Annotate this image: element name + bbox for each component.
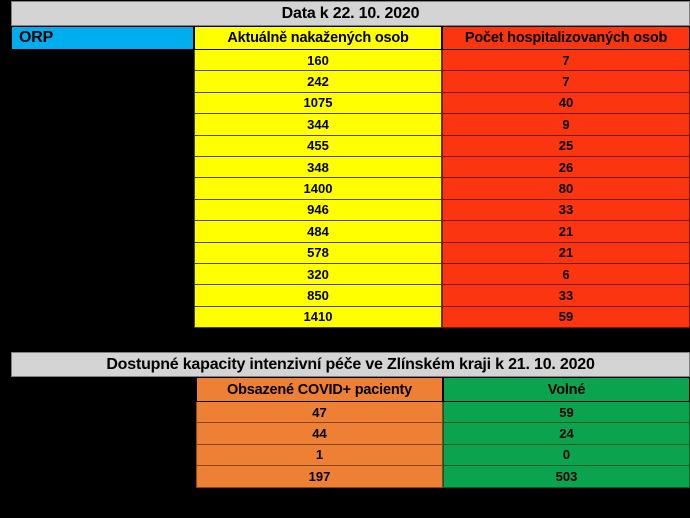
cell-infected: 1410 <box>194 306 442 329</box>
cell-free: 0 <box>443 444 690 467</box>
table-row <box>11 156 194 179</box>
cell-hospitalized: 33 <box>442 285 690 307</box>
upper-table-title: Data k 22. 10. 2020 <box>11 1 690 26</box>
column-header-label <box>11 377 196 402</box>
cell-infected: 1400 <box>194 178 442 200</box>
table-row <box>11 71 194 93</box>
cell-hospitalized: 25 <box>442 135 690 157</box>
cell-infected: 946 <box>194 199 442 222</box>
cell-hospitalized: 40 <box>442 92 690 115</box>
cell-infected: 1075 <box>194 92 442 115</box>
cell-free: 59 <box>443 402 690 424</box>
cell-infected: 348 <box>194 156 442 179</box>
cell-infected: 850 <box>194 285 442 307</box>
cell-free: 24 <box>443 423 690 445</box>
cell-hospitalized: 7 <box>442 50 690 72</box>
lower-table-title: Dostupné kapacity intenzivní péče ve Zlí… <box>11 352 690 377</box>
cell-hospitalized: 59 <box>442 306 690 329</box>
cell-infected: 242 <box>194 71 442 93</box>
cell-occupied: 1 <box>196 444 443 467</box>
column-label <box>11 377 196 488</box>
column-header-free[interactable]: Volné <box>443 377 690 402</box>
cell-infected: 455 <box>194 135 442 157</box>
cell-free: 503 <box>443 466 690 488</box>
table-row <box>11 444 196 467</box>
cell-hospitalized: 21 <box>442 221 690 243</box>
table-row <box>11 263 194 286</box>
column-free: Volné 59 24 0 503 <box>443 377 690 488</box>
cell-infected: 344 <box>194 114 442 136</box>
table-row <box>11 242 194 264</box>
column-hospitalized: Počet hospitalizovaných osob 7 7 40 9 25… <box>442 26 690 329</box>
cell-infected: 160 <box>194 50 442 72</box>
cell-hospitalized: 80 <box>442 178 690 200</box>
cell-hospitalized: 9 <box>442 114 690 136</box>
column-header-infected[interactable]: Aktuálně nakažených osob <box>194 26 442 50</box>
cell-occupied: 47 <box>196 402 443 424</box>
table-row <box>11 221 194 243</box>
icu-capacity-table: Dostupné kapacity intenzivní péče ve Zlí… <box>11 352 690 488</box>
cell-infected: 578 <box>194 242 442 264</box>
table-row <box>11 402 196 424</box>
column-header-hospitalized[interactable]: Počet hospitalizovaných osob <box>442 26 690 50</box>
cell-hospitalized: 21 <box>442 242 690 264</box>
upper-table-grid: ORP Aktuálně nakažených osob 160 242 <box>11 26 690 329</box>
column-header-occupied[interactable]: Obsazené COVID+ pacienty <box>196 377 443 402</box>
table-row <box>11 306 194 329</box>
table-row <box>11 199 194 222</box>
table-row <box>11 50 194 72</box>
column-orp: ORP <box>11 26 194 329</box>
cell-hospitalized: 7 <box>442 71 690 93</box>
cell-occupied: 44 <box>196 423 443 445</box>
table-row <box>11 92 194 115</box>
table-row <box>11 178 194 200</box>
table-row <box>11 423 196 445</box>
orp-data-table: Data k 22. 10. 2020 ORP <box>11 1 690 329</box>
cell-hospitalized: 33 <box>442 199 690 222</box>
table-row <box>11 114 194 136</box>
lower-table-grid: Obsazené COVID+ pacienty 47 44 1 197 Vol… <box>11 377 690 488</box>
column-occupied: Obsazené COVID+ pacienty 47 44 1 197 <box>196 377 443 488</box>
cell-hospitalized: 6 <box>442 263 690 286</box>
cell-hospitalized: 26 <box>442 156 690 179</box>
table-row <box>11 466 196 488</box>
table-row <box>11 285 194 307</box>
cell-infected: 320 <box>194 263 442 286</box>
column-infected: Aktuálně nakažených osob 160 242 1075 34… <box>194 26 442 329</box>
cell-occupied: 197 <box>196 466 443 488</box>
table-row <box>11 135 194 157</box>
column-header-orp[interactable]: ORP <box>11 26 194 50</box>
cell-infected: 484 <box>194 221 442 243</box>
